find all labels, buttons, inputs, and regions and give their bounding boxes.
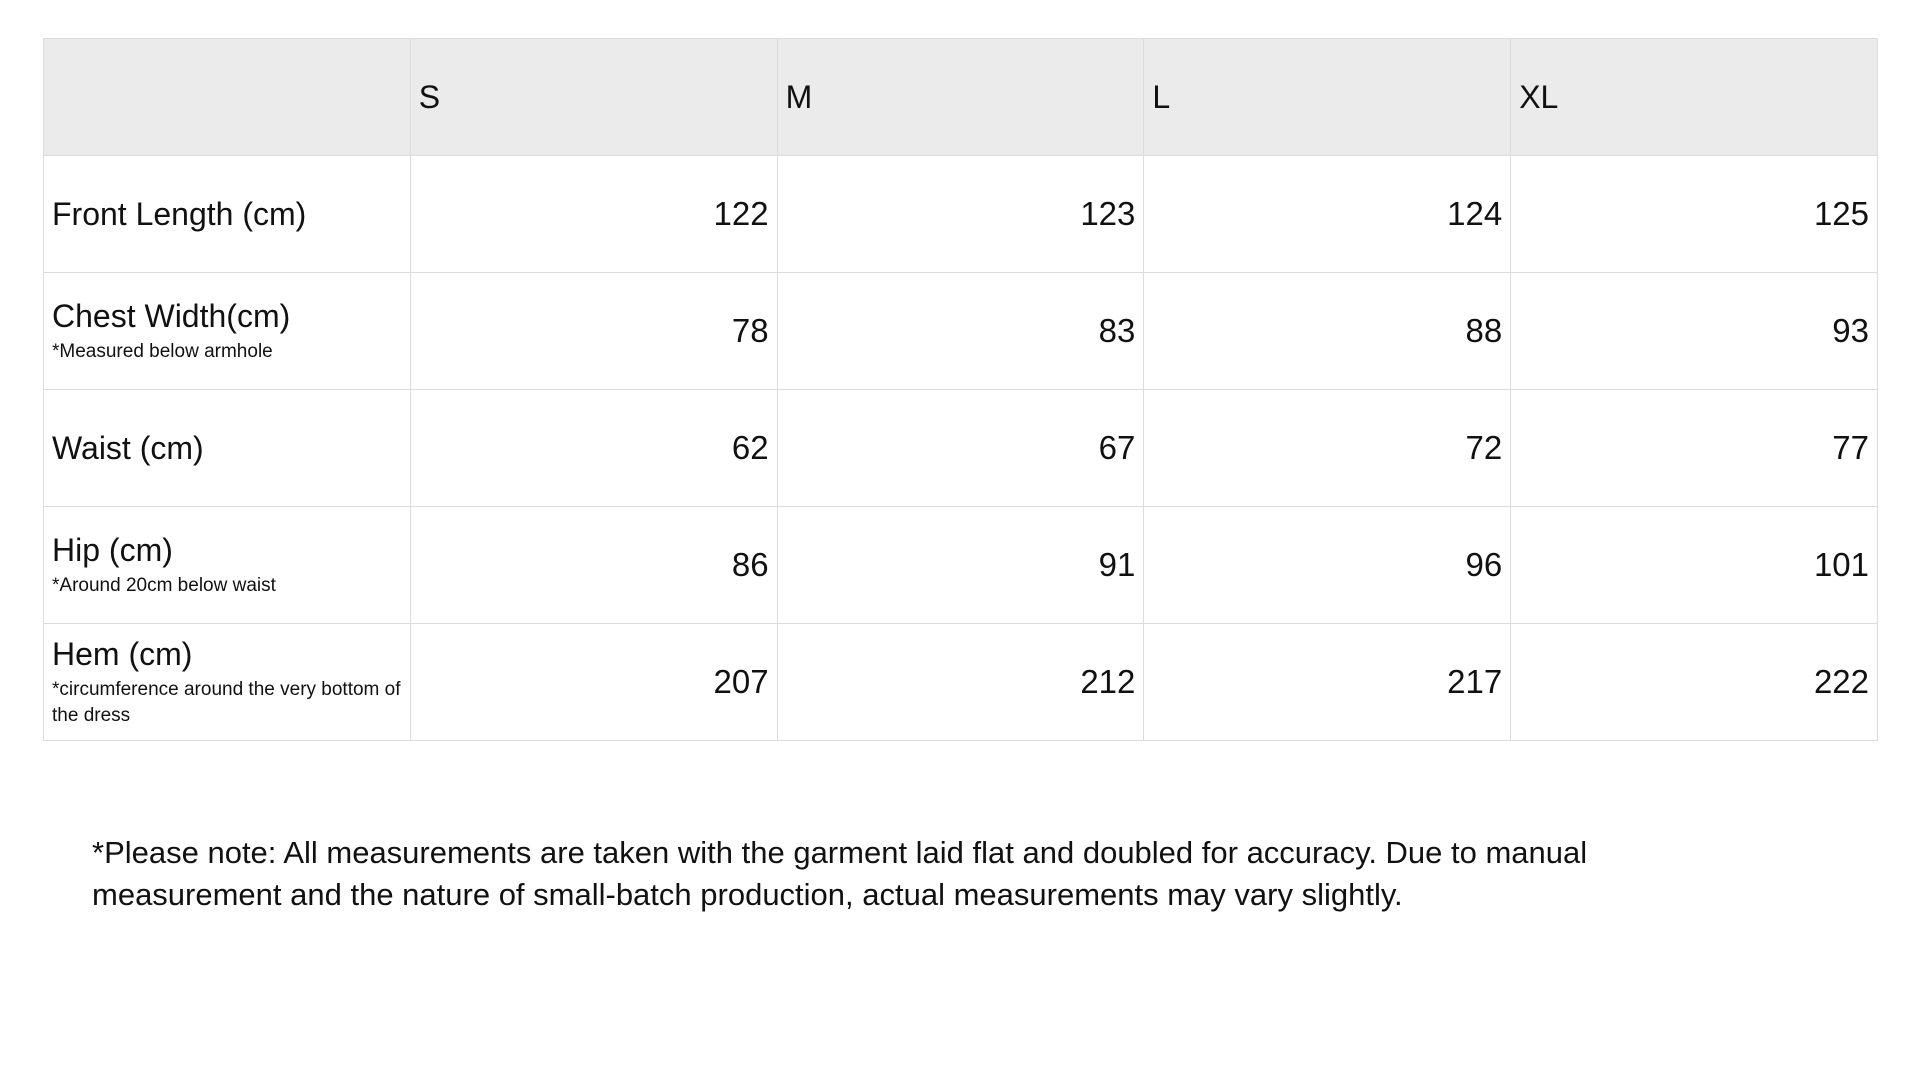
value-cell: 101 [1510,506,1878,624]
row-label-cell: Hem (cm) *circumference around the very b… [43,623,411,741]
value-cell: 83 [776,272,1145,390]
value-cell: 77 [1510,389,1878,507]
header-size-m: M [776,38,1145,156]
header-size-l: L [1143,38,1512,156]
row-label: Chest Width(cm) [52,297,291,334]
value-cell: 93 [1510,272,1878,390]
value-cell: 212 [776,623,1145,741]
value-cell: 78 [409,272,778,390]
row-note: *Around 20cm below waist [52,574,276,596]
value-cell: 125 [1510,155,1878,273]
row-label-cell: Hip (cm) *Around 20cm below waist [43,506,411,624]
table-row: Waist (cm) 62 67 72 77 [43,389,1878,507]
value-cell: 72 [1143,389,1512,507]
row-note: *Measured below armhole [52,340,273,362]
value-cell: 62 [409,389,778,507]
value-cell: 67 [776,389,1145,507]
row-label: Hip (cm) [52,531,173,568]
value-cell: 124 [1143,155,1512,273]
header-row: S M L XL [43,38,1878,156]
row-label-cell: Front Length (cm) [43,155,411,273]
value-cell: 96 [1143,506,1512,624]
footnote: *Please note: All measurements are taken… [92,835,1588,912]
value-cell: 122 [409,155,778,273]
row-label: Waist (cm) [52,429,204,466]
row-label: Front Length (cm) [52,195,307,232]
value-cell: 123 [776,155,1145,273]
row-note: *circumference around the very bottom of… [52,678,401,726]
row-label: Hem (cm) [52,635,193,672]
table-row: Hip (cm) *Around 20cm below waist 86 91 96 10… [43,506,1878,624]
header-corner [43,38,411,156]
value-cell: 86 [409,506,778,624]
size-chart-table: S M L XL Front Length (cm) 122 123 124 125 Ch… [43,38,1878,741]
row-label-cell: Waist (cm) [43,389,411,507]
row-label-cell: Chest Width(cm) *Measured below armhole [43,272,411,390]
value-cell: 88 [1143,272,1512,390]
value-cell: 217 [1143,623,1512,741]
table-row: Hem (cm) *circumference around the very b… [43,623,1878,741]
value-cell: 91 [776,506,1145,624]
table-row: Chest Width(cm) *Measured below armhole 78… [43,272,1878,390]
value-cell: 207 [409,623,778,741]
header-size-s: S [409,38,778,156]
table-row: Front Length (cm) 122 123 124 125 [43,155,1878,273]
header-size-xl: XL [1510,38,1878,156]
value-cell: 222 [1510,623,1878,741]
